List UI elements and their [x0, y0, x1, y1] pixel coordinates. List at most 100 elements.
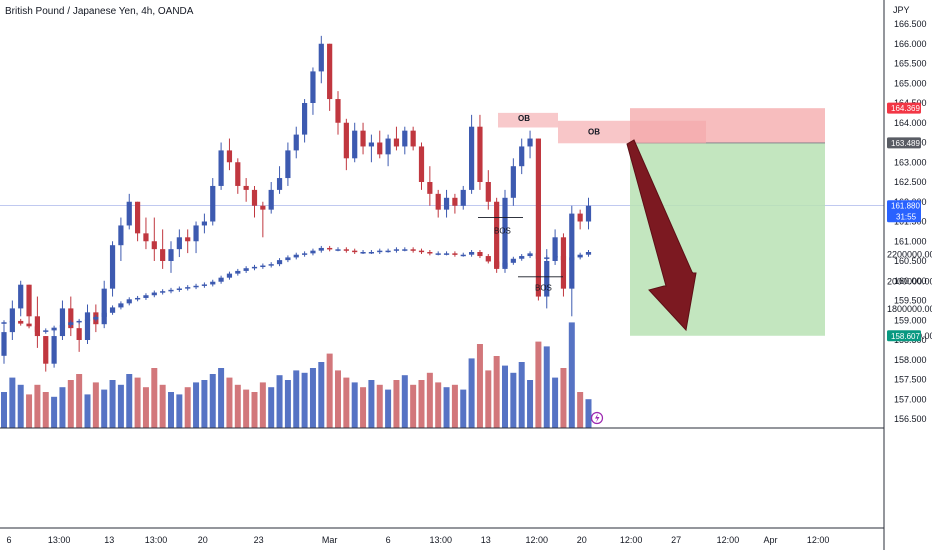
- candle-body: [268, 189, 274, 210]
- candle-body: [126, 201, 132, 226]
- candle-body: [143, 233, 149, 242]
- volume-bar: [476, 344, 483, 428]
- volume-bar: [502, 365, 508, 428]
- order-block-label: OB: [588, 128, 600, 137]
- candle-body: [201, 221, 207, 226]
- lightning-icon[interactable]: [590, 411, 604, 425]
- candle-body: [510, 166, 516, 198]
- indicator-tick-label: 2200000.000: [887, 250, 932, 260]
- candle-body: [26, 284, 32, 317]
- oscillator-bar: [310, 250, 316, 254]
- volume-bar: [568, 322, 575, 428]
- oscillator-bar: [418, 250, 425, 253]
- price-tick-label: 166.000: [894, 39, 927, 49]
- stop-price-tag-text: 164.369: [891, 104, 920, 113]
- candle-body: [577, 213, 583, 222]
- price-tick-label: 163.000: [894, 157, 927, 167]
- price-tick-label: 161.000: [894, 236, 927, 246]
- candle-body: [51, 336, 57, 364]
- oscillator-bar: [168, 289, 174, 292]
- oscillator-bar: [59, 324, 66, 328]
- time-tick-label: 6: [386, 535, 391, 545]
- volume-bar: [226, 377, 233, 428]
- volume-bar: [560, 368, 567, 428]
- time-tick-label: 6: [7, 535, 12, 545]
- entry-price-tag-text: 163.489: [891, 139, 920, 148]
- oscillator-bar: [135, 297, 141, 300]
- candle-body: [151, 241, 157, 250]
- time-tick-label: 13:00: [145, 535, 168, 545]
- candle-body: [1, 332, 7, 356]
- oscillator-bar: [560, 256, 567, 261]
- volume-bar: [101, 389, 108, 428]
- candle-body: [460, 189, 466, 206]
- time-tick-label: 23: [254, 535, 264, 545]
- oscillator-bar: [352, 250, 358, 253]
- oscillator-bar: [410, 249, 416, 251]
- oscillator-bar: [485, 256, 491, 262]
- oscillator-bar: [452, 253, 458, 255]
- price-tick-label: 166.500: [894, 19, 927, 29]
- entry-price-tag: [887, 137, 921, 149]
- candle-body: [469, 126, 475, 190]
- volume-bar: [276, 375, 283, 428]
- candle-body: [519, 146, 525, 167]
- volume-bar: [493, 356, 500, 428]
- time-tick-label: 12:00: [525, 535, 548, 545]
- oscillator-bar: [251, 266, 258, 269]
- oscillator-bar: [385, 250, 391, 253]
- time-tick-label: 20: [577, 535, 587, 545]
- price-tick-label: 158.000: [894, 355, 927, 365]
- stop-price-tag: [887, 102, 921, 114]
- oscillator-bar: [460, 254, 466, 257]
- candle-body: [176, 237, 182, 250]
- oscillator-bar: [235, 270, 241, 274]
- candle-body: [535, 138, 541, 297]
- current-price-tag: [887, 200, 921, 223]
- volume-bar: [360, 387, 367, 428]
- candle-body: [168, 249, 174, 261]
- volume-bar: [393, 380, 400, 428]
- oscillator-bar: [402, 249, 408, 251]
- current-price-tag-text: 161.880: [891, 202, 920, 211]
- volume-bar: [134, 377, 141, 428]
- candle-body: [569, 213, 575, 289]
- break-of-structure-label: BOS: [494, 226, 511, 235]
- oscillator-bar: [76, 320, 82, 323]
- volume-bar: [518, 362, 525, 428]
- candle-body: [160, 249, 166, 261]
- candle-body: [377, 142, 383, 155]
- oscillator-bar: [443, 253, 450, 255]
- volume-bar: [59, 387, 66, 428]
- oscillator-bar: [176, 288, 182, 290]
- oscillator-bar: [318, 247, 324, 251]
- candle-body: [243, 185, 249, 190]
- oscillator-bar: [327, 247, 333, 250]
- oscillator-bar: [193, 285, 199, 288]
- oscillator-bar: [43, 330, 49, 332]
- volume-bar: [67, 380, 74, 428]
- down-arrow: [626, 139, 697, 332]
- volume-bar: [168, 392, 174, 428]
- volume-bar: [535, 341, 542, 428]
- oscillator-bar: [109, 307, 116, 313]
- candle-body: [552, 237, 558, 261]
- indicator-tick-label: 2000000.000: [887, 277, 932, 287]
- volume-bar: [301, 372, 308, 428]
- candle-body: [310, 71, 316, 103]
- oscillator-bar: [427, 252, 433, 254]
- volume-bar: [435, 382, 442, 428]
- oscillator-bar: [260, 265, 266, 268]
- candle-body: [435, 193, 441, 210]
- volume-bar: [184, 387, 191, 428]
- oscillator-bar: [585, 252, 592, 255]
- oscillator-bar: [84, 319, 91, 322]
- candle-body: [293, 134, 299, 151]
- candle-body: [84, 312, 91, 340]
- volume-bar: [460, 389, 467, 428]
- candle-body: [68, 308, 74, 329]
- order-block-label: OB: [518, 114, 530, 123]
- candle-body: [260, 205, 266, 210]
- candle-body: [101, 288, 107, 325]
